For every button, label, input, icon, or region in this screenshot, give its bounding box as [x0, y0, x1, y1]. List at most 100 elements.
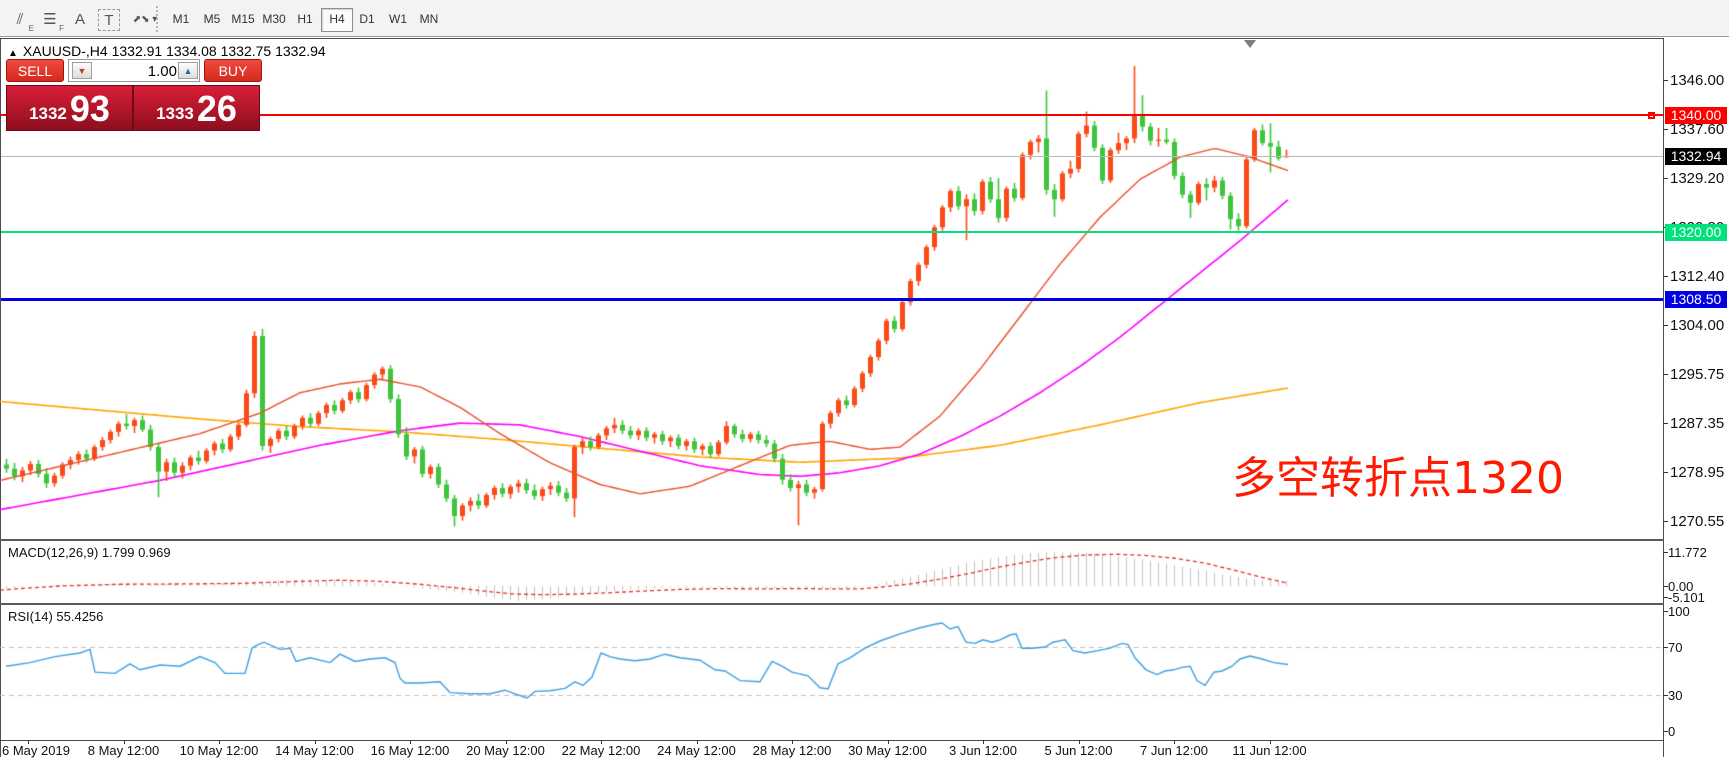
price-axis-label: 1278.95: [1670, 463, 1725, 481]
horizontal-line-resistance-1340[interactable]: [1, 114, 1663, 117]
time-axis-label: 6 May 2019: [2, 743, 70, 758]
timeframe-h1[interactable]: H1: [297, 12, 313, 26]
price-axis-tick: [1663, 80, 1668, 81]
price-axis-tick: [1663, 325, 1668, 327]
price-axis-label: 1287.35: [1670, 414, 1725, 432]
time-axis-tick: [887, 740, 889, 744]
collapse-arrow-icon[interactable]: ▲: [8, 48, 18, 59]
time-axis-tick: [696, 740, 698, 744]
horizontal-line-support-1308_50[interactable]: [1, 298, 1663, 302]
price-axis-label: 1304.00: [1670, 317, 1725, 335]
time-axis-label: 7 Jun 12:00: [1140, 743, 1208, 758]
time-axis-label: 5 Jun 12:00: [1044, 743, 1113, 758]
time-axis-tick: [219, 740, 220, 744]
equidistant-channel-icon[interactable]: ⫽ E: [16, 10, 34, 34]
timeframe-w1[interactable]: W1: [389, 12, 407, 26]
macd-axis-tick: [1663, 597, 1668, 598]
timeframe-m5[interactable]: M5: [203, 12, 221, 26]
rsi-indicator-label: RSI(14) 55.4256: [8, 609, 104, 624]
text-label-icon[interactable]: T: [98, 9, 120, 31]
one-click-trade-panel: SELL ▼ ▲ BUY 1332 93 1333 26: [6, 59, 262, 131]
price-badge-1320.00: 1320.00: [1665, 223, 1727, 241]
time-axis-tick: [601, 740, 602, 744]
price-axis-tick: [1663, 129, 1668, 131]
time-axis-label: 28 May 12:00: [752, 743, 832, 758]
price-axis-tick: [1663, 373, 1668, 375]
price-axis-label: 1270.55: [1670, 513, 1725, 530]
volume-box: ▼ ▲: [68, 59, 200, 82]
price-badge-1308.50: 1308.50: [1665, 291, 1727, 309]
macd-axis-tick: [1663, 552, 1668, 553]
ask-price[interactable]: 1333 26: [134, 86, 259, 130]
volume-decrease-button[interactable]: ▼: [72, 62, 92, 79]
macd-indicator-label: MACD(12,26,9) 1.799 0.969: [8, 545, 171, 560]
time-axis-tick: [1174, 740, 1175, 744]
bid-price-stem: 1332: [29, 104, 67, 123]
ask-price-pips: 26: [196, 88, 237, 129]
time-axis-tick: [123, 740, 125, 744]
rsi-axis-label: 0: [1668, 724, 1676, 739]
macd-axis-label: 11.772: [1668, 545, 1707, 560]
toolbar: ⫽ E ☰ F A T ⬈⬊ ▾ M1 M5 M15 M30 H1 H4 D1 W1 MN: [0, 0, 1729, 37]
price-axis-label: 1337.60: [1670, 121, 1725, 139]
timeframe-m15[interactable]: M15: [231, 12, 255, 26]
ask-price-stem: 1333: [156, 104, 194, 123]
time-axis-label: 11 Jun 12:00: [1232, 743, 1307, 758]
text-icon[interactable]: A: [74, 10, 85, 28]
price-axis-tick: [1663, 178, 1668, 180]
rsi-axis-tick: [1663, 731, 1668, 732]
panel-separator: [0, 740, 1664, 741]
timeframe-m1[interactable]: M1: [172, 12, 190, 26]
time-axis-tick: [410, 740, 411, 744]
macd-axis-label: 0.00: [1668, 579, 1694, 594]
plot-border: [1663, 38, 1664, 757]
rsi-axis-tick: [1663, 695, 1668, 696]
rsi-axis-label: 70: [1668, 640, 1683, 655]
time-axis-label: 14 May 12:00: [275, 743, 354, 758]
price-axis-label: 1346.00: [1670, 72, 1725, 89]
time-axis-tick: [1269, 740, 1271, 744]
price-axis-tick: [1663, 422, 1668, 424]
bid-ask-board[interactable]: 1332 93 1333 26: [6, 85, 260, 131]
price-axis-label: 1295.75: [1670, 365, 1725, 383]
time-axis-tick: [28, 740, 29, 744]
price-axis-tick: [1663, 521, 1668, 522]
price-axis-tick: [1663, 471, 1668, 473]
candlestick-chart-canvas[interactable]: [0, 38, 1663, 540]
panel-separator[interactable]: [0, 603, 1664, 605]
panel-separator[interactable]: [0, 539, 1664, 541]
time-axis-label: 20 May 12:00: [466, 743, 545, 758]
time-axis-tick: [1078, 740, 1080, 744]
time-axis-label: 3 Jun 12:00: [949, 743, 1017, 758]
macd-panel-canvas[interactable]: [0, 541, 1663, 603]
time-axis-label: 24 May 12:00: [657, 743, 736, 758]
rsi-axis-tick: [1663, 647, 1668, 648]
chart-area[interactable]: 1346.001337.601329.201320.801312.401304.…: [0, 37, 1729, 761]
buy-button[interactable]: BUY: [204, 59, 262, 82]
fibonacci-retracement-icon[interactable]: ☰ F: [43, 11, 64, 33]
sell-button[interactable]: SELL: [6, 59, 64, 82]
time-axis-label: 22 May 12:00: [561, 743, 641, 758]
timeframe-m30[interactable]: M30: [262, 12, 286, 26]
timeframe-h4[interactable]: H4: [321, 8, 353, 32]
bid-price-pips: 93: [69, 88, 110, 129]
bid-price-line: [1, 156, 1663, 158]
horizontal-line-pivot-1320[interactable]: [1, 230, 1663, 233]
arrows-icon[interactable]: ⬈⬊ ▾: [132, 13, 158, 25]
timeframe-mn[interactable]: MN: [419, 12, 439, 26]
rsi-axis-label: 100: [1668, 604, 1690, 619]
time-axis-tick: [983, 740, 984, 744]
chart-annotation-text[interactable]: 多空转折点1320: [1232, 453, 1564, 504]
rsi-panel-canvas[interactable]: [0, 605, 1663, 740]
timeframe-d1[interactable]: D1: [359, 12, 375, 26]
time-axis-label: 8 May 12:00: [87, 743, 160, 758]
rsi-axis-tick: [1663, 611, 1668, 612]
volume-input[interactable]: [95, 62, 179, 81]
volume-increase-button[interactable]: ▲: [178, 62, 198, 79]
symbol-ohlc-text: XAUUSD-,H4 1332.91 1334.08 1332.75 1332.…: [22, 43, 326, 59]
chart-shift-marker-icon[interactable]: [1244, 40, 1256, 48]
bid-price[interactable]: 1332 93: [7, 86, 134, 130]
macd-axis-label: -5.101: [1668, 590, 1705, 605]
time-axis-label: 30 May 12:00: [848, 743, 927, 758]
